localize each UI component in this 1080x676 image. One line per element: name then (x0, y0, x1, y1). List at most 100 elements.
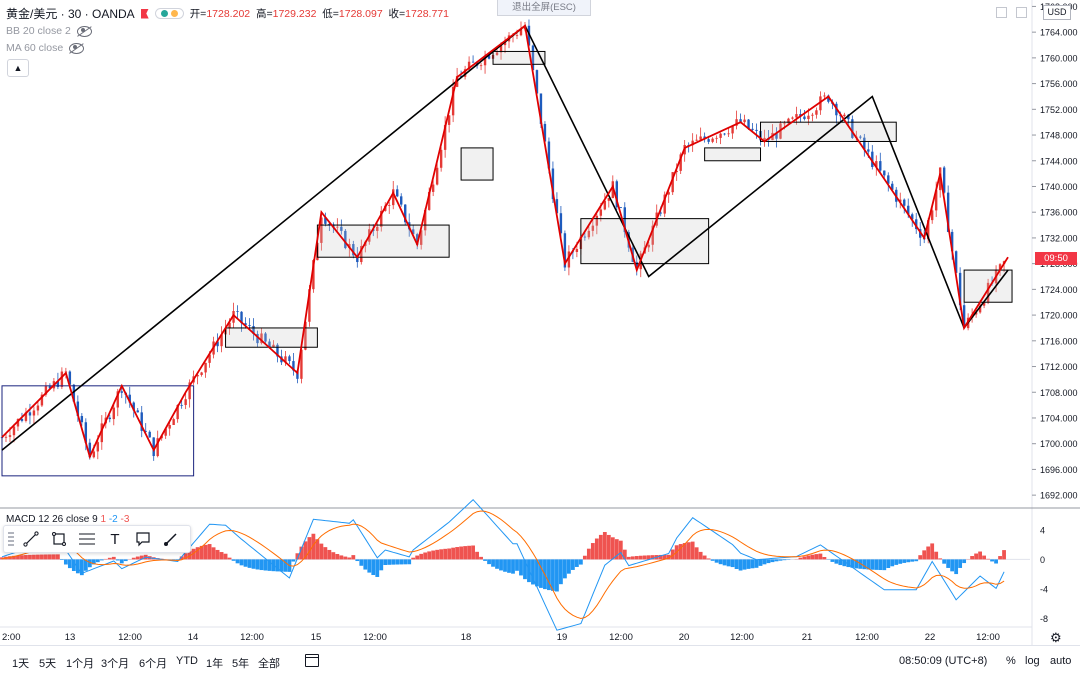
clock-timezone[interactable]: 08:50:09 (UTC+8) (899, 655, 987, 667)
text-tool[interactable]: T (101, 527, 129, 551)
macd-histogram-bar (986, 559, 990, 560)
drawing-toolbar[interactable]: T (3, 525, 191, 553)
brush-tool[interactable] (157, 527, 185, 551)
time-tick-label: 21 (802, 632, 813, 643)
auto-scale-toggle[interactable]: auto (1050, 655, 1071, 667)
fib-retracement-icon (78, 531, 96, 547)
candle-body (396, 189, 398, 196)
macd-histogram-bar (958, 559, 962, 568)
exit-fullscreen-button[interactable]: 退出全屏(ESC) (497, 0, 591, 16)
macd-histogram-bar (695, 547, 699, 559)
macd-legend[interactable]: MACD 12 26 close 9 1 -2 -3 (6, 514, 129, 525)
open-label: 开= (190, 8, 207, 20)
zigzag-line (2, 26, 1008, 457)
bb-indicator-legend[interactable]: BB 20 close 2 (6, 25, 92, 37)
macd-histogram-bar (918, 555, 922, 559)
macd-axis: 40-4-8 (1040, 525, 1048, 624)
macd-histogram-bar (763, 559, 767, 564)
macd-histogram-bar (635, 556, 639, 559)
maximize-pane-icon[interactable] (996, 7, 1007, 18)
candle-body (883, 171, 885, 176)
range-5d[interactable]: 5天 (39, 655, 56, 671)
price-tick-label: 1704.000 (1040, 413, 1078, 423)
candle-body (472, 62, 474, 63)
macd-histogram-bar (954, 559, 958, 574)
macd-histogram-bar (44, 554, 48, 559)
log-scale-toggle[interactable]: log (1025, 655, 1040, 667)
macd-histogram-bar (264, 559, 268, 570)
restore-pane-icon[interactable] (1016, 7, 1027, 18)
range-ytd[interactable]: YTD (176, 655, 198, 667)
rectangle-tool[interactable] (45, 527, 73, 551)
fib-retracement-tool[interactable] (73, 527, 101, 551)
macd-histogram-bar (711, 559, 715, 560)
currency-badge[interactable]: USD (1043, 5, 1071, 20)
macd-histogram-bar (727, 559, 731, 566)
macd-histogram-bar (407, 559, 411, 564)
macd-histogram-bar (499, 559, 503, 570)
trend-line-tool[interactable] (17, 527, 45, 551)
range-1d[interactable]: 1天 (12, 655, 29, 671)
current-price-countdown: 09:50 (1035, 252, 1077, 265)
range-1m[interactable]: 1个月 (66, 655, 94, 671)
collapse-legend-button[interactable]: ▲ (7, 59, 29, 77)
range-all[interactable]: 全部 (258, 655, 280, 671)
macd-histogram-bar (52, 554, 56, 559)
candle-body (248, 325, 250, 326)
eye-hidden-icon[interactable] (77, 26, 92, 37)
macd-histogram-bar (100, 559, 104, 560)
symbol-title[interactable]: 黄金/美元 · 30 · OANDA (6, 5, 135, 22)
candle-body (711, 139, 713, 142)
macd-histogram-bar (603, 532, 607, 559)
macd-histogram-bar (950, 559, 954, 571)
candle-body (695, 140, 697, 141)
macd-histogram-bar (479, 557, 483, 560)
macd-hist-value: 1 (101, 514, 107, 525)
macd-histogram-bar (898, 559, 902, 563)
macd-histogram-bar (723, 559, 727, 565)
percent-scale-toggle[interactable]: % (1006, 655, 1016, 667)
macd-histogram-bar (643, 556, 647, 560)
macd-histogram-bar (583, 556, 587, 560)
macd-histogram-bar (595, 539, 599, 560)
candle-body (751, 129, 753, 130)
drag-handle-icon[interactable] (8, 532, 14, 546)
macd-histogram-bar (906, 559, 910, 562)
range-box (493, 51, 545, 64)
candle-body (29, 412, 31, 415)
range-3m[interactable]: 3个月 (101, 655, 129, 671)
macd-histogram-bar (567, 559, 571, 573)
macd-histogram-bar (260, 559, 264, 570)
macd-histogram-bar (116, 559, 120, 560)
candle-body (9, 435, 11, 437)
macd-histogram-bar (535, 559, 539, 586)
macd-histogram-bar (244, 559, 248, 566)
candle-body (149, 432, 151, 438)
range-6m[interactable]: 6个月 (139, 655, 167, 671)
go-to-date-calendar-icon[interactable] (305, 654, 319, 667)
candle-body (200, 372, 202, 375)
macd-histogram-bar (447, 548, 451, 559)
macd-histogram-bar (962, 559, 966, 563)
callout-tool[interactable] (129, 527, 157, 551)
price-tick-label: 1752.000 (1040, 105, 1078, 115)
macd-histogram-bar (783, 559, 787, 560)
macd-histogram-bar (108, 558, 112, 560)
macd-histogram-bar (515, 559, 519, 570)
eye-hidden-icon[interactable] (69, 43, 84, 54)
macd-histogram-bar (471, 546, 475, 560)
candle-body (600, 209, 602, 215)
macd-histogram-bar (68, 559, 72, 568)
bb-indicator-label: BB 20 close 2 (6, 25, 71, 37)
ma-indicator-legend[interactable]: MA 60 close (6, 42, 84, 54)
range-5y[interactable]: 5年 (232, 655, 249, 671)
settings-gear-icon[interactable]: ⚙ (1050, 630, 1062, 646)
macd-histogram-bar (36, 555, 40, 560)
range-1y[interactable]: 1年 (206, 655, 223, 671)
macd-tick-label: -4 (1040, 585, 1048, 595)
rectangle-icon (51, 531, 67, 547)
macd-histogram-bar (910, 559, 914, 561)
time-tick-label: 18 (461, 632, 472, 643)
macd-histogram-bar (639, 556, 643, 560)
